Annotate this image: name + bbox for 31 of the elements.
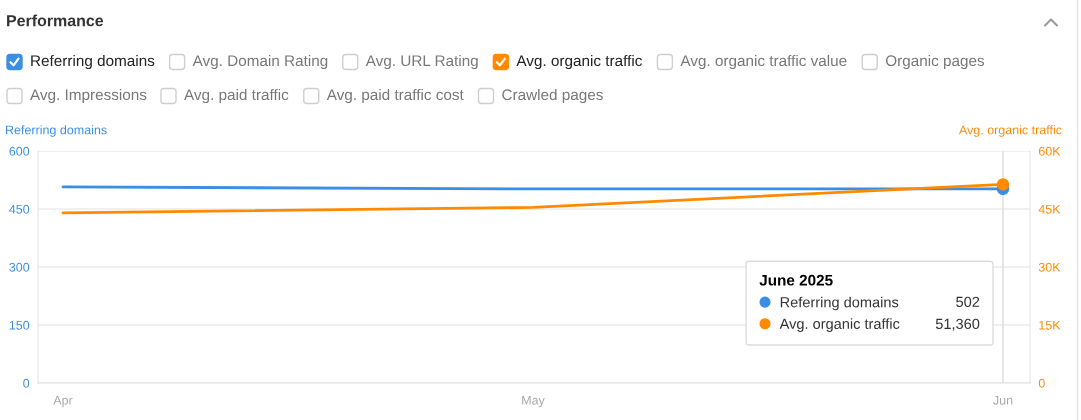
category-label: Referring domains [31,54,155,70]
y-tick-label: 300 [9,262,30,272]
y2-tick-label: 30K [1038,262,1061,272]
category-label: Avg. paid traffic [184,88,289,104]
category-label: Avg. organic traffic value [680,54,847,70]
legend-label: Referring domains [780,296,899,311]
y2-tick-label: 0 [1038,378,1045,388]
y-tick-label: 450 [9,204,30,214]
category-label: Avg. paid traffic cost [326,88,464,104]
category-label: Avg. organic traffic [516,54,642,70]
x-tick-label: May [522,395,545,408]
y2-axis-title: Avg. organic traffic [958,125,1062,137]
category-label: Organic pages [885,54,985,70]
category-label: Avg. Domain Rating [192,54,328,70]
y2-tick-label: 45K [1038,204,1061,214]
category-label: Avg. URL Rating [365,54,478,70]
y-tick-label: 600 [9,146,30,156]
y-tick-label: 150 [9,320,30,330]
x-tick-label: Apr [53,395,73,408]
annotation: 51,360 [935,318,980,331]
y-tick-label: 0 [23,378,30,388]
legend-label: Avg. organic traffic [779,318,900,332]
text: Performance [7,14,104,27]
legend-title: June 2025 [759,274,833,286]
category-label: Crawled pages [502,88,603,104]
y2-tick-label: 60K [1038,146,1061,156]
x-tick-label: Jun [993,395,1013,405]
y2-tick-label: 15K [1039,320,1061,330]
y-axis-title: Referring domains [6,125,107,137]
annotation: 502 [956,296,980,307]
category-label: Avg. Impressions [30,88,147,104]
